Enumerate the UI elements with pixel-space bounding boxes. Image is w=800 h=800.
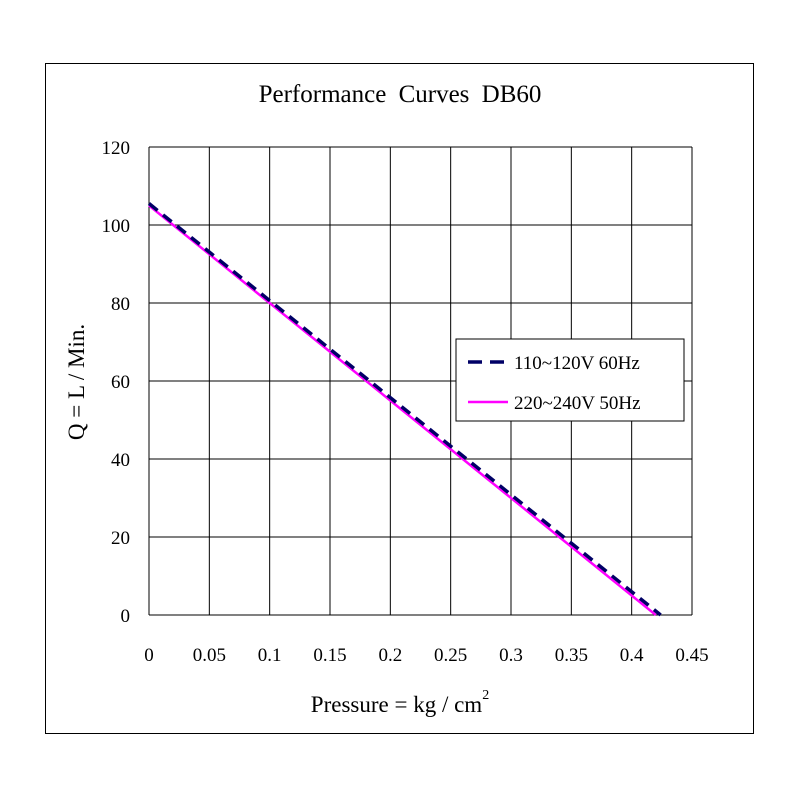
- series-line-2: [148, 204, 657, 616]
- x-tick-label: 0.15: [313, 645, 346, 666]
- y-tick-label: 0: [121, 606, 131, 627]
- y-tick-label: 60: [111, 372, 130, 393]
- x-tick-label: 0.1: [258, 645, 282, 666]
- y-tick-label: 40: [111, 450, 130, 471]
- legend-label-2: 220~240V 50Hz: [514, 393, 641, 414]
- y-tick-label: 120: [102, 138, 131, 159]
- x-tick-label: 0.45: [675, 645, 708, 666]
- x-axis-label-text: Pressure = kg / cm: [310, 692, 483, 717]
- x-tick-label: 0.4: [620, 645, 644, 666]
- y-tick-label: 20: [111, 528, 130, 549]
- chart-title: Performance Curves DB60: [258, 81, 542, 108]
- y-tick-label: 100: [102, 216, 131, 237]
- x-tick-label: 0.25: [434, 645, 467, 666]
- y-tick-label: 80: [111, 294, 130, 315]
- x-axis-label: Pressure = kg / cm2: [0, 688, 800, 718]
- chart-frame: [45, 63, 754, 734]
- x-tick-label: 0.35: [555, 645, 588, 666]
- x-tick-label: 0: [144, 645, 154, 666]
- legend-box: [455, 338, 685, 422]
- x-axis-label-superscript: 2: [482, 688, 490, 703]
- legend-label-1: 110~120V 60Hz: [514, 353, 640, 374]
- series-line-1: [147, 202, 662, 617]
- y-axis-label: Q = L / Min.: [64, 323, 89, 441]
- x-tick-label: 0.05: [193, 645, 226, 666]
- x-tick-label: 0.2: [378, 645, 402, 666]
- x-tick-label: 0.3: [499, 645, 523, 666]
